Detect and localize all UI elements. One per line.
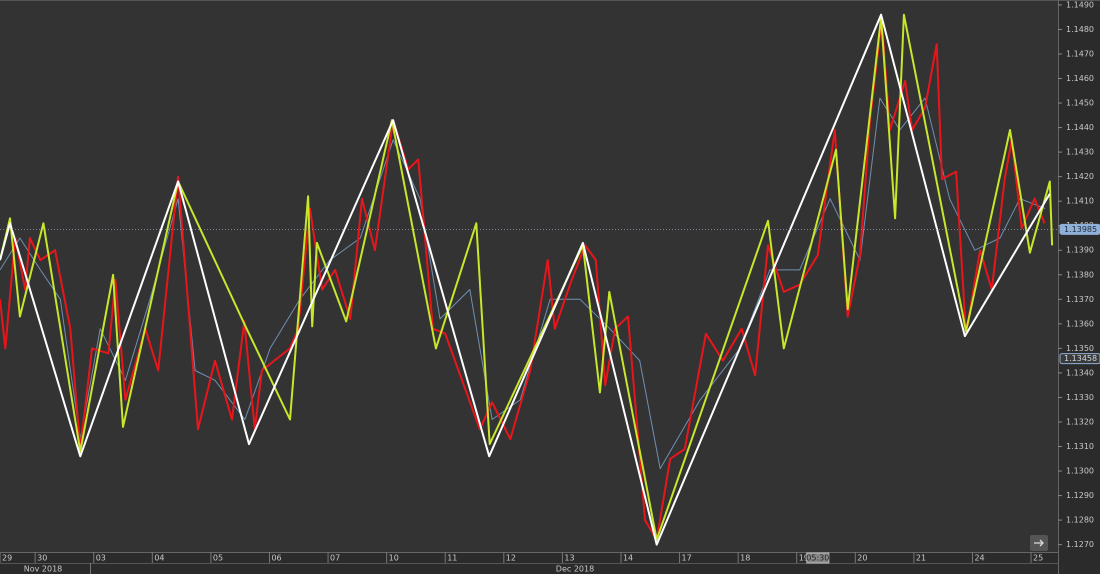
- y-tick-label: 1.1350: [1066, 344, 1094, 353]
- y-tick-label: 1.1300: [1066, 467, 1094, 476]
- y-tick-label: 1.1370: [1066, 295, 1094, 304]
- y-tick-label: 1.1330: [1066, 393, 1094, 402]
- month-label: Dec 2018: [556, 565, 594, 574]
- x-tick-label: 03: [96, 554, 106, 563]
- y-tick-label: 1.1340: [1066, 368, 1094, 377]
- scroll-arrow[interactable]: [1034, 539, 1044, 547]
- x-tick-label: 11: [447, 554, 457, 563]
- y-tick-label: 1.1280: [1066, 516, 1094, 525]
- x-tick-label: 10: [389, 554, 399, 563]
- crosshair-time-box: [806, 552, 830, 564]
- x-tick-label: 17: [682, 554, 692, 563]
- price-marker-label: 1.13985: [1064, 225, 1097, 234]
- y-tick-label: 1.1460: [1066, 74, 1094, 83]
- y-tick-label: 1.1410: [1066, 197, 1094, 206]
- x-tick-label: 05: [213, 554, 223, 563]
- x-tick-label: 24: [974, 554, 984, 563]
- y-tick-label: 1.1390: [1066, 246, 1094, 255]
- y-tick-label: 1.1440: [1066, 123, 1094, 132]
- x-tick-label: 25: [1033, 554, 1043, 563]
- month-label: Nov 2018: [24, 565, 63, 574]
- y-tick-label: 1.1450: [1066, 99, 1094, 108]
- x-tick-label: 07: [330, 554, 340, 563]
- x-tick-label: 19: [799, 554, 809, 563]
- x-tick-label: 29: [2, 554, 12, 563]
- y-tick-label: 1.1270: [1066, 540, 1094, 549]
- y-tick-label: 1.1480: [1066, 25, 1094, 34]
- scroll-button[interactable]: [1030, 535, 1048, 551]
- y-tick-label: 1.1380: [1066, 270, 1094, 279]
- x-tick-label: 06: [271, 554, 281, 563]
- plot-area: [0, 0, 1058, 552]
- y-tick-label: 1.1290: [1066, 491, 1094, 500]
- x-tick-label: 14: [623, 554, 633, 563]
- x-tick-label: 20: [857, 554, 867, 563]
- x-tick-label: 21: [916, 554, 926, 563]
- price-marker: [1059, 353, 1100, 365]
- y-tick-label: 1.1490: [1066, 0, 1094, 9]
- y-tick-label: 1.1430: [1066, 148, 1094, 157]
- y-tick-label: 1.1360: [1066, 319, 1094, 328]
- x-tick-label: 30: [37, 554, 47, 563]
- price-marker: [1059, 223, 1100, 235]
- x-tick-label: 04: [154, 554, 164, 563]
- y-tick-label: 1.1420: [1066, 172, 1094, 181]
- x-tick-label: 12: [506, 554, 516, 563]
- x-tick-label: 18: [740, 554, 750, 563]
- x-tick-label: 13: [564, 554, 574, 563]
- price-line: [0, 13, 1051, 546]
- y-tick-label: 1.1310: [1066, 442, 1094, 451]
- y-tick-label: 1.1320: [1066, 417, 1094, 426]
- crosshair-time-label: 05:30: [806, 554, 829, 563]
- price-marker-label: 1.13458: [1064, 354, 1097, 363]
- y-tick-label: 1.1470: [1066, 49, 1094, 58]
